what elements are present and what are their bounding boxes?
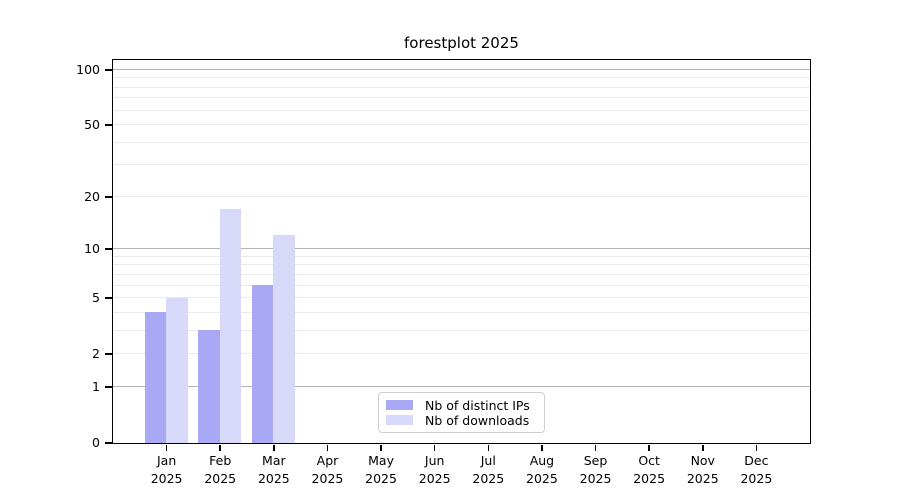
legend-row-downloads: Nb of downloads bbox=[386, 413, 537, 428]
y-tick-mark-100 bbox=[105, 69, 112, 71]
x-tick-mark-mar bbox=[273, 444, 275, 451]
gridline-3 bbox=[112, 329, 810, 331]
gridline-100 bbox=[112, 69, 810, 70]
y-tick-label-100: 100 bbox=[76, 61, 100, 77]
y-tick-mark-20 bbox=[105, 196, 112, 198]
gridline-2 bbox=[112, 353, 810, 355]
legend-label-downloads: Nb of downloads bbox=[425, 412, 530, 428]
x-tick-mark-jan bbox=[165, 444, 168, 451]
x-tick-mark-dec bbox=[755, 444, 758, 451]
gridline-20 bbox=[112, 195, 810, 197]
x-tick-label-aug: Aug 2025 bbox=[526, 453, 558, 486]
y-tick-label-0: 0 bbox=[92, 435, 100, 450]
legend-swatch-downloads bbox=[386, 415, 413, 425]
x-tick-label-apr: Apr 2025 bbox=[311, 453, 344, 486]
gridline-70 bbox=[112, 97, 810, 99]
legend-swatch-distinct-ips bbox=[386, 400, 413, 410]
x-tick-label-nov: Nov 2025 bbox=[686, 453, 719, 486]
bar-mar-distinct-ips bbox=[251, 285, 274, 443]
x-tick-label-sep: Sep 2025 bbox=[579, 453, 612, 486]
gridline-60 bbox=[112, 109, 810, 111]
legend-label-distinct-ips: Nb of distinct IPs bbox=[425, 397, 530, 413]
x-tick-mark-aug bbox=[541, 444, 543, 451]
plot-area bbox=[111, 58, 811, 444]
y-tick-label-20: 20 bbox=[84, 188, 100, 204]
y-tick-label-2: 2 bbox=[92, 346, 100, 362]
gridline-4 bbox=[112, 311, 810, 313]
bar-feb-downloads bbox=[219, 208, 242, 443]
x-tick-mark-jun bbox=[433, 444, 436, 451]
x-tick-mark-may bbox=[380, 444, 382, 451]
gridline-10 bbox=[112, 248, 810, 250]
bar-jan-distinct-ips bbox=[144, 312, 167, 443]
y-tick-mark-5 bbox=[105, 297, 112, 299]
x-tick-label-jan: Jan 2025 bbox=[150, 453, 183, 486]
x-tick-label-dec: Dec 2025 bbox=[740, 453, 773, 486]
x-tick-label-oct: Oct 2025 bbox=[633, 453, 666, 486]
y-tick-label-1: 1 bbox=[92, 378, 100, 394]
x-tick-label-jul: Jul 2025 bbox=[472, 453, 505, 486]
legend-items: Nb of distinct IPs Nb of downloads bbox=[386, 398, 537, 428]
x-tick-mark-oct bbox=[648, 444, 650, 451]
x-tick-label-may: May 2025 bbox=[365, 453, 397, 486]
bar-mar-downloads bbox=[273, 235, 295, 443]
gridline-80 bbox=[112, 86, 810, 88]
gridline-90 bbox=[112, 77, 810, 79]
x-tick-mark-jul bbox=[487, 444, 490, 451]
bar-feb-distinct-ips bbox=[198, 330, 220, 443]
y-tick-mark-2 bbox=[105, 353, 112, 355]
gridline-8 bbox=[112, 264, 810, 266]
y-tick-label-5: 5 bbox=[92, 290, 100, 306]
x-tick-mark-sep bbox=[594, 444, 597, 451]
y-tick-mark-50 bbox=[105, 124, 112, 126]
gridline-40 bbox=[112, 141, 810, 143]
x-tick-label-mar: Mar 2025 bbox=[257, 453, 290, 486]
gridline-50 bbox=[112, 124, 810, 126]
x-tick-label-feb: Feb 2025 bbox=[204, 453, 237, 486]
gridline-1 bbox=[112, 385, 810, 387]
y-tick-label-50: 50 bbox=[84, 117, 100, 133]
x-tick-mark-nov bbox=[702, 444, 704, 451]
x-tick-mark-apr bbox=[326, 444, 329, 451]
y-tick-mark-10 bbox=[105, 248, 112, 250]
bar-jan-downloads bbox=[166, 297, 188, 443]
gridline-30 bbox=[112, 164, 810, 166]
y-tick-mark-0 bbox=[105, 442, 112, 444]
legend: Nb of distinct IPs Nb of downloads bbox=[378, 392, 545, 433]
gridline-5 bbox=[112, 297, 810, 299]
legend-row-distinct-ips: Nb of distinct IPs bbox=[386, 398, 537, 413]
gridline-9 bbox=[112, 255, 810, 257]
gridline-6 bbox=[112, 284, 810, 286]
x-tick-mark-feb bbox=[219, 444, 221, 451]
y-tick-label-10: 10 bbox=[84, 241, 100, 257]
y-tick-mark-1 bbox=[105, 386, 112, 388]
chart-title: forestplot 2025 bbox=[404, 34, 519, 52]
gridline-7 bbox=[112, 273, 810, 275]
x-tick-label-jun: Jun 2025 bbox=[418, 453, 451, 486]
